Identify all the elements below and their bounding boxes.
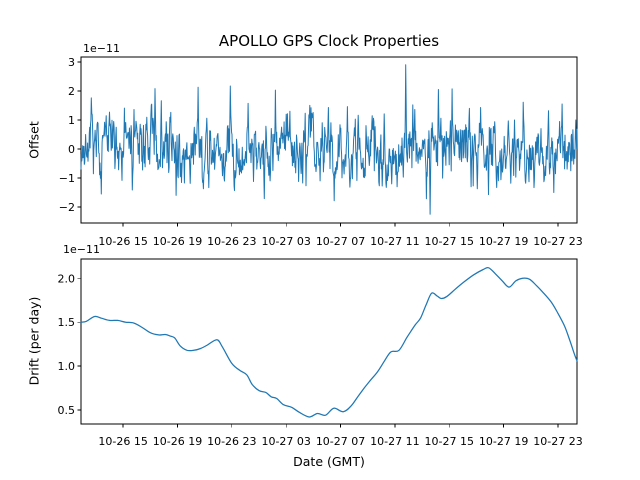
x-tick-label: 10-27 19: [479, 235, 528, 248]
y-tick-label: 2.0: [58, 272, 76, 285]
offset-axis-exponent: 1e−11: [83, 42, 120, 55]
x-tick-label: 10-27 15: [425, 235, 474, 248]
drift-series-line: [80, 266, 578, 418]
x-tick-label: 10-27 07: [316, 435, 365, 448]
x-tick-label: 10-26 23: [207, 435, 256, 448]
y-tick-label: 0.5: [58, 404, 76, 417]
y-tick-label: 1: [68, 114, 75, 127]
y-tick-label: 0: [68, 143, 75, 156]
x-tick-label: 10-27 23: [533, 435, 582, 448]
x-tick-label: 10-27 03: [261, 435, 310, 448]
x-tick-label: 10-27 03: [261, 235, 310, 248]
x-tick-label: 10-26 19: [153, 435, 202, 448]
x-tick-label: 10-27 19: [479, 435, 528, 448]
x-tick-label: 10-26 15: [98, 235, 147, 248]
x-tick-label: 10-27 23: [533, 235, 582, 248]
x-tick-label: 10-27 07: [316, 235, 365, 248]
offset-series-line: [80, 64, 578, 215]
x-tick-label: 10-27 11: [370, 235, 419, 248]
x-tick-label: 10-26 19: [153, 235, 202, 248]
drift-axes-frame: [80, 258, 578, 425]
drift-axis-exponent: 1e−11: [63, 243, 100, 256]
offset-ylabel: Offset: [26, 121, 42, 159]
x-tick-label: 10-26 23: [207, 235, 256, 248]
date-xlabel: Date (GMT): [293, 454, 365, 469]
y-tick-label: 2: [68, 85, 75, 98]
x-tick-label: 10-26 15: [98, 435, 147, 448]
y-tick-label: 3: [68, 56, 75, 69]
x-tick-label: 10-27 11: [370, 435, 419, 448]
y-tick-label: −1: [59, 172, 75, 185]
x-tick-label: 10-27 15: [425, 435, 474, 448]
figure-title: APOLLO GPS Clock Properties: [218, 32, 440, 50]
y-tick-label: −2: [59, 201, 75, 214]
drift-ylabel: Drift (per day): [26, 296, 42, 386]
y-tick-label: 1.5: [58, 316, 76, 329]
y-tick-label: 1.0: [58, 360, 76, 373]
